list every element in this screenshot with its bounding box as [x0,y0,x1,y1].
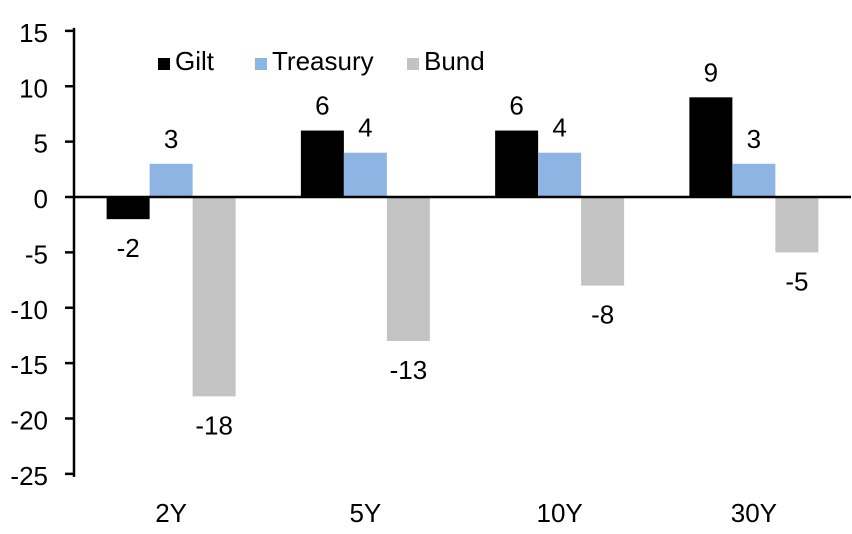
x-axis-category-label: 2Y [155,498,187,528]
legend-swatch-gilt [158,58,170,70]
bar-value-label-gilt-2y: -2 [117,233,140,263]
bar-bund-30y [775,197,819,253]
bar-bund-10y [581,197,625,286]
bar-value-label-bund-2y: -18 [195,410,233,440]
legend-label-bund: Bund [424,46,485,76]
bar-value-label-treasury-10y: 4 [552,113,566,143]
bar-treasury-5y [343,152,387,197]
legend-swatch-treasury [255,58,267,70]
y-axis-tick-label: -25 [10,461,48,491]
bar-bund-2y [192,197,236,397]
y-axis-tick-label: -5 [25,239,48,269]
x-axis-category-label: 10Y [536,498,582,528]
bar-treasury-2y [149,163,193,197]
y-axis-tick-label: 5 [34,129,48,159]
y-axis-tick-label: 15 [19,18,48,48]
legend-swatch-bund [407,58,419,70]
bar-gilt-30y [689,97,733,197]
bar-value-label-bund-5y: -13 [390,355,428,385]
y-axis-tick-label: -15 [10,350,48,380]
bar-value-label-bund-10y: -8 [591,300,614,330]
bar-value-label-gilt-10y: 6 [509,91,523,121]
y-axis-tick-label: -10 [10,295,48,325]
x-axis-category-label: 30Y [731,498,777,528]
bar-gilt-10y [495,130,539,197]
bar-value-label-gilt-30y: 9 [704,57,718,87]
bar-gilt-5y [300,130,344,197]
bar-value-label-treasury-30y: 3 [747,124,761,154]
bar-value-label-bund-30y: -5 [785,266,808,296]
legend-label-gilt: Gilt [175,46,215,76]
bar-bund-5y [386,197,430,341]
y-axis-tick-label: 10 [19,73,48,103]
bar-treasury-10y [538,152,582,197]
x-axis-category-label: 5Y [349,498,381,528]
bar-treasury-30y [732,163,776,197]
bar-value-label-treasury-2y: 3 [164,124,178,154]
legend-label-treasury: Treasury [272,46,374,76]
y-axis-tick-label: -20 [10,406,48,436]
bar-value-label-treasury-5y: 4 [358,113,372,143]
bar-value-label-gilt-5y: 6 [315,91,329,121]
y-axis-tick-label: 0 [34,184,48,214]
bar-gilt-2y [106,197,150,220]
